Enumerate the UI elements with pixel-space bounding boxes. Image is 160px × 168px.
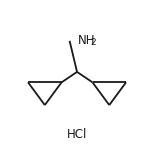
Text: 2: 2 <box>90 38 96 47</box>
Text: NH: NH <box>78 34 96 47</box>
Text: HCl: HCl <box>67 128 87 141</box>
